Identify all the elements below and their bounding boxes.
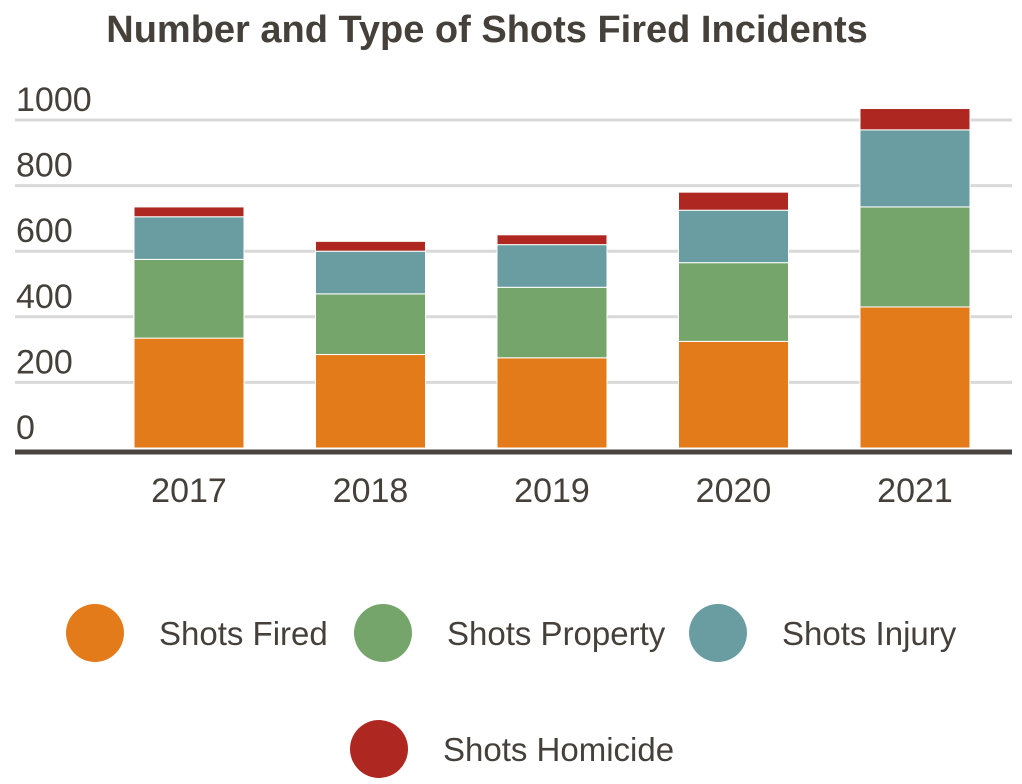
bar-stack-2020 [678, 191, 789, 449]
bar-stack-2021 [859, 108, 971, 449]
y-axis-ticks: 0 200 400 600 800 1000 [16, 81, 92, 447]
bar-segment-shots-property-2017 [133, 258, 245, 339]
y-tick-label: 0 [16, 409, 35, 447]
legend-swatch [66, 604, 124, 662]
legend-label: Shots Homicide [443, 731, 674, 768]
legend-item-shots-property: Shots Property [354, 604, 666, 662]
bar-segment-shots-property-2019 [496, 286, 608, 359]
legend-swatch [354, 604, 412, 662]
bar-segment-shots-fired-2020 [678, 340, 789, 449]
bar-stack-2018 [315, 240, 426, 449]
legend: Shots Fired Shots Property Shots Injury Sho… [66, 604, 957, 778]
bar-segment-shots-injury-2017 [133, 216, 245, 260]
bar-segment-shots-fired-2018 [315, 354, 426, 449]
bar-segment-shots-homicide-2017 [133, 206, 245, 218]
legend-item-shots-homicide: Shots Homicide [350, 720, 674, 778]
y-tick-label: 200 [16, 343, 73, 381]
legend-label: Shots Property [447, 615, 666, 652]
bar-segment-shots-fired-2021 [859, 306, 971, 449]
y-tick-label: 1000 [16, 81, 92, 119]
y-tick-label: 600 [16, 212, 73, 250]
x-tick-label: 2020 [696, 472, 772, 510]
bar-segment-shots-fired-2017 [133, 337, 245, 449]
bar-segment-shots-homicide-2018 [315, 240, 426, 252]
bar-segment-shots-fired-2019 [496, 357, 608, 449]
x-tick-label: 2021 [877, 472, 953, 510]
legend-label: Shots Fired [159, 615, 328, 652]
bar-segment-shots-homicide-2020 [678, 191, 789, 211]
y-tick-label: 800 [16, 147, 73, 185]
legend-swatch [350, 720, 408, 778]
legend-swatch [689, 604, 747, 662]
bars [133, 108, 971, 449]
x-tick-label: 2019 [514, 472, 590, 510]
bar-segment-shots-property-2018 [315, 293, 426, 356]
bar-segment-shots-injury-2018 [315, 250, 426, 295]
x-axis-ticks: 2017 2018 2019 2020 2021 [151, 472, 953, 510]
legend-label: Shots Injury [782, 615, 957, 652]
bar-stack-2019 [496, 234, 608, 449]
bar-segment-shots-injury-2020 [678, 209, 789, 264]
bar-segment-shots-property-2021 [859, 206, 971, 308]
y-tick-label: 400 [16, 278, 73, 316]
x-tick-label: 2017 [151, 472, 227, 510]
bar-segment-shots-homicide-2019 [496, 234, 608, 246]
bar-segment-shots-property-2020 [678, 262, 789, 342]
bar-stack-2017 [133, 206, 245, 449]
bar-segment-shots-injury-2021 [859, 129, 971, 208]
bar-segment-shots-homicide-2021 [859, 108, 971, 131]
bar-segment-shots-injury-2019 [496, 244, 608, 288]
legend-item-shots-injury: Shots Injury [689, 604, 957, 662]
chart-title: Number and Type of Shots Fired Incidents [106, 9, 867, 51]
x-tick-label: 2018 [333, 472, 409, 510]
legend-item-shots-fired: Shots Fired [66, 604, 328, 662]
